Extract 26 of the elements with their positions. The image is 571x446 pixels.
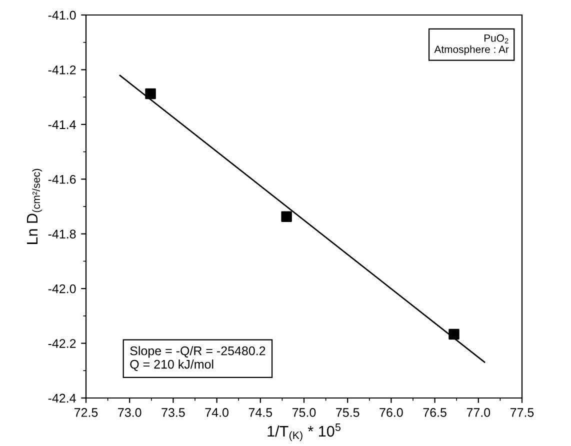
point	[281, 211, 292, 222]
x-tick-label: 76.0	[380, 408, 403, 417]
y-tick-label: -41.0	[48, 10, 76, 20]
y-tick-label: -41.2	[48, 66, 76, 74]
x-tick-label: 75.0	[292, 408, 316, 417]
x-tick-label: 73.5	[162, 408, 185, 417]
x-tick-label: 77.5	[510, 408, 534, 417]
y-axis-title: Ln D$_{(cm²/sec)}$	[26, 168, 42, 244]
y-tick-label: -42.2	[48, 339, 76, 348]
y-tick-label: -41.4	[48, 120, 76, 129]
y-tick-label: -42.4	[48, 394, 76, 403]
x-tick-label: 73.0	[118, 408, 142, 417]
x-tick-label: 74.0	[205, 408, 228, 417]
x-tick-label: 75.5	[336, 408, 360, 417]
annotation: Slope = -Q/R = -25480.2 Q = 210 kJ/mol	[130, 346, 266, 371]
point	[145, 88, 156, 100]
point	[448, 328, 460, 340]
annotation: PuO$_{2}$ Atmosphere : Ar	[434, 34, 509, 56]
y-tick-label: -41.8	[48, 230, 76, 239]
x-tick-label: 72.5	[74, 408, 98, 417]
x-tick-label: 76.5	[423, 408, 446, 417]
x-tick-label: 77.0	[466, 408, 490, 417]
y-tick-label: -41.6	[48, 174, 76, 184]
x-tick-label: 74.5	[248, 408, 272, 417]
y-tick-label: -42.0	[48, 284, 76, 294]
x-axis-title: 1/T$_{(K)}$ * 10$^{5}$	[268, 424, 341, 442]
